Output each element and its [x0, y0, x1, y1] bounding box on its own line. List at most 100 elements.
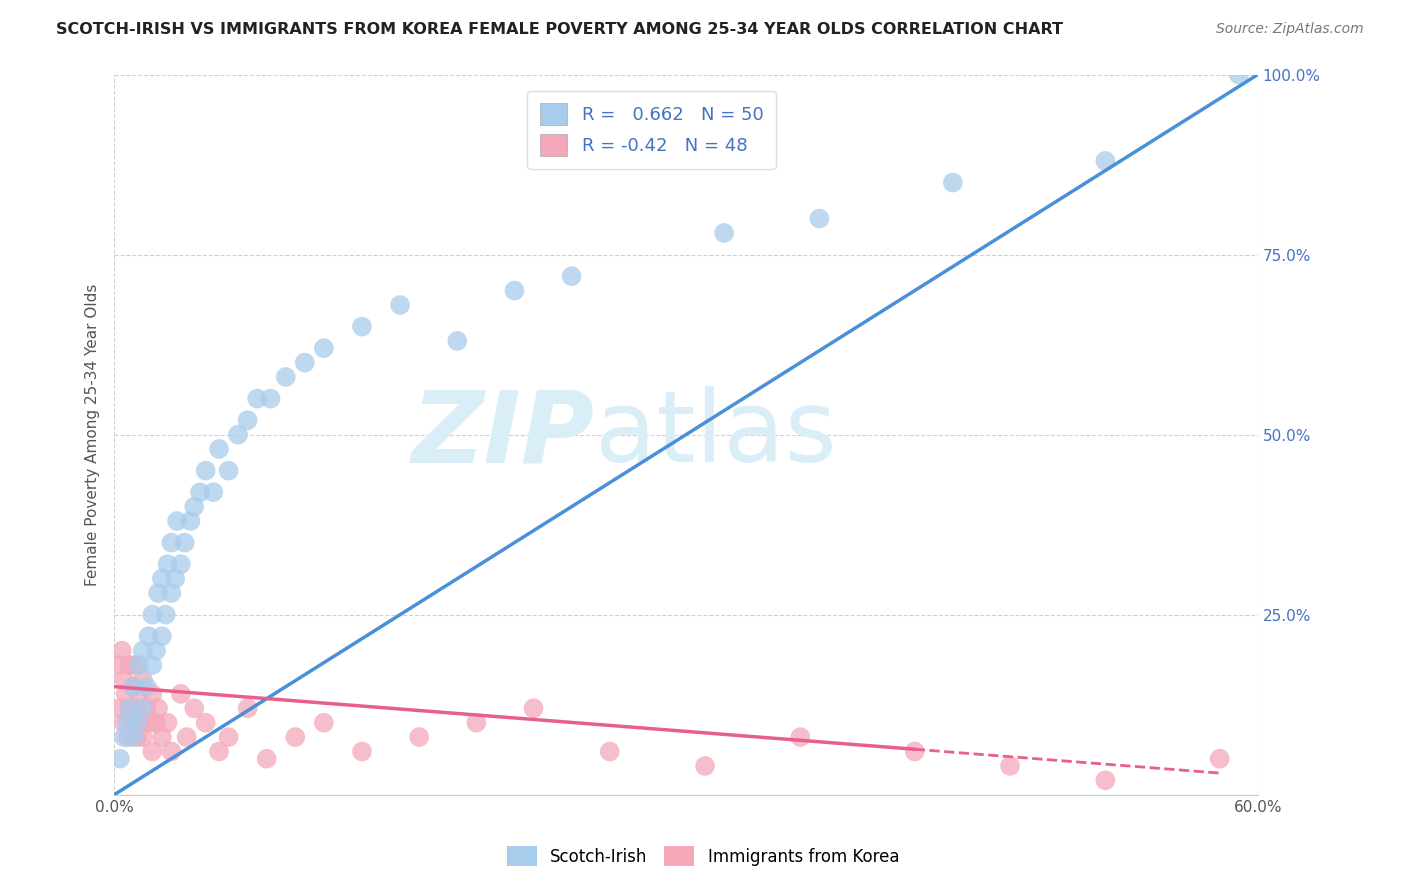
Point	[118, 658, 141, 673]
Point	[132, 673, 155, 687]
Point	[522, 701, 544, 715]
Point	[117, 715, 139, 730]
Point	[274, 370, 297, 384]
Point	[294, 355, 316, 369]
Point	[226, 427, 249, 442]
Point	[284, 730, 307, 744]
Point	[125, 701, 148, 715]
Point	[125, 715, 148, 730]
Point	[256, 752, 278, 766]
Point	[208, 442, 231, 456]
Point	[713, 226, 735, 240]
Point	[904, 744, 927, 758]
Point	[141, 658, 163, 673]
Point	[122, 680, 145, 694]
Point	[160, 586, 183, 600]
Point	[1209, 752, 1232, 766]
Point	[112, 715, 135, 730]
Point	[194, 715, 217, 730]
Point	[125, 730, 148, 744]
Point	[165, 572, 187, 586]
Point	[693, 759, 716, 773]
Point	[107, 658, 129, 673]
Point	[132, 730, 155, 744]
Point	[312, 715, 335, 730]
Point	[1094, 153, 1116, 168]
Point	[128, 687, 150, 701]
Text: Source: ZipAtlas.com: Source: ZipAtlas.com	[1216, 22, 1364, 37]
Point	[150, 730, 173, 744]
Point	[145, 715, 167, 730]
Text: ZIP: ZIP	[412, 386, 595, 483]
Point	[202, 485, 225, 500]
Point	[118, 701, 141, 715]
Text: SCOTCH-IRISH VS IMMIGRANTS FROM KOREA FEMALE POVERTY AMONG 25-34 YEAR OLDS CORRE: SCOTCH-IRISH VS IMMIGRANTS FROM KOREA FE…	[56, 22, 1063, 37]
Point	[156, 558, 179, 572]
Point	[312, 341, 335, 355]
Point	[124, 658, 146, 673]
Point	[789, 730, 811, 744]
Point	[183, 500, 205, 514]
Point	[146, 586, 169, 600]
Point	[208, 744, 231, 758]
Point	[128, 658, 150, 673]
Legend: Scotch-Irish, Immigrants from Korea: Scotch-Irish, Immigrants from Korea	[499, 838, 907, 875]
Point	[561, 269, 583, 284]
Point	[183, 701, 205, 715]
Point	[808, 211, 831, 226]
Point	[138, 629, 160, 643]
Point	[176, 730, 198, 744]
Point	[145, 643, 167, 657]
Point	[146, 701, 169, 715]
Point	[350, 744, 373, 758]
Point	[122, 680, 145, 694]
Point	[389, 298, 412, 312]
Point	[173, 535, 195, 549]
Point	[218, 730, 240, 744]
Point	[108, 701, 131, 715]
Point	[129, 715, 152, 730]
Point	[132, 701, 155, 715]
Point	[599, 744, 621, 758]
Point	[942, 176, 965, 190]
Point	[179, 514, 201, 528]
Point	[132, 643, 155, 657]
Point	[135, 701, 157, 715]
Point	[150, 629, 173, 643]
Point	[166, 514, 188, 528]
Point	[122, 715, 145, 730]
Point	[111, 643, 134, 657]
Point	[503, 284, 526, 298]
Y-axis label: Female Poverty Among 25-34 Year Olds: Female Poverty Among 25-34 Year Olds	[86, 284, 100, 586]
Point	[160, 744, 183, 758]
Legend: R =   0.662   N = 50, R = -0.42   N = 48: R = 0.662 N = 50, R = -0.42 N = 48	[527, 91, 776, 169]
Point	[138, 715, 160, 730]
Point	[236, 413, 259, 427]
Point	[141, 687, 163, 701]
Point	[117, 730, 139, 744]
Point	[108, 752, 131, 766]
Point	[194, 464, 217, 478]
Point	[246, 392, 269, 406]
Point	[188, 485, 211, 500]
Point	[112, 673, 135, 687]
Point	[1094, 773, 1116, 788]
Point	[122, 730, 145, 744]
Point	[112, 730, 135, 744]
Point	[446, 334, 468, 348]
Point	[218, 464, 240, 478]
Point	[170, 558, 193, 572]
Text: atlas: atlas	[595, 386, 837, 483]
Point	[236, 701, 259, 715]
Point	[1227, 68, 1250, 82]
Point	[118, 701, 141, 715]
Point	[408, 730, 430, 744]
Point	[155, 607, 177, 622]
Point	[141, 744, 163, 758]
Point	[259, 392, 281, 406]
Point	[998, 759, 1021, 773]
Point	[114, 687, 136, 701]
Point	[170, 687, 193, 701]
Point	[141, 607, 163, 622]
Point	[150, 572, 173, 586]
